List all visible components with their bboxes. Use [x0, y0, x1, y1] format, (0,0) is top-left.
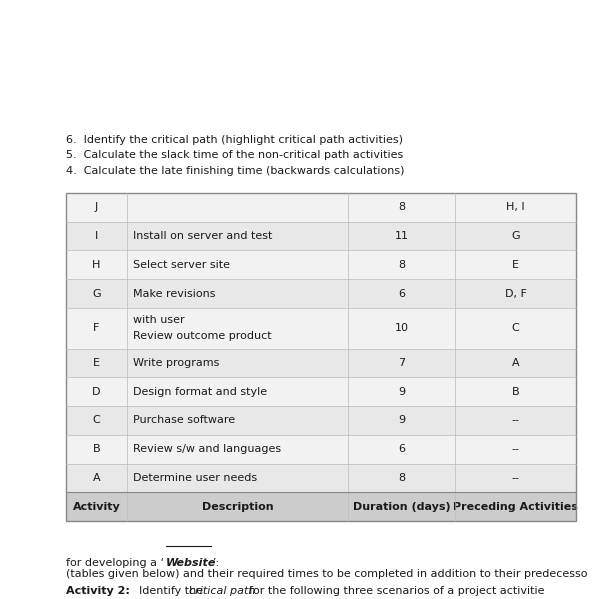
Bar — [66, 377, 576, 406]
Text: Identify the: Identify the — [139, 586, 206, 596]
Text: Description: Description — [202, 502, 273, 512]
Text: --: -- — [511, 473, 520, 483]
Bar — [66, 406, 576, 435]
Text: Activity: Activity — [73, 502, 120, 512]
Text: A: A — [512, 358, 519, 368]
Text: --: -- — [511, 444, 520, 454]
Bar — [66, 279, 576, 308]
Text: Write programs: Write programs — [133, 358, 219, 368]
Text: F: F — [93, 323, 100, 333]
Text: B: B — [93, 444, 101, 454]
Text: 9: 9 — [398, 416, 405, 425]
Bar — [66, 193, 576, 521]
Text: Activity 2:: Activity 2: — [66, 586, 130, 596]
Text: C: C — [512, 323, 519, 333]
Text: Select server site: Select server site — [133, 260, 230, 270]
Text: I: I — [95, 231, 98, 241]
Text: G: G — [92, 289, 101, 298]
Text: Website: Website — [166, 558, 216, 568]
Text: for developing a ‘: for developing a ‘ — [66, 558, 164, 568]
Text: 7: 7 — [398, 358, 405, 368]
Text: Make revisions: Make revisions — [133, 289, 216, 298]
Text: J: J — [95, 202, 98, 212]
Bar — [66, 349, 576, 377]
Text: 6: 6 — [398, 444, 405, 454]
Bar — [66, 193, 576, 222]
Text: Design format and style: Design format and style — [133, 387, 267, 397]
Text: A: A — [93, 473, 101, 483]
Text: Determine user needs: Determine user needs — [133, 473, 257, 483]
Text: E: E — [93, 358, 100, 368]
Bar — [66, 464, 576, 492]
Text: B: B — [512, 387, 519, 397]
Text: E: E — [512, 260, 519, 270]
Text: critical path: critical path — [189, 586, 256, 596]
Text: 5.  Calculate the slack time of the non-critical path activities: 5. Calculate the slack time of the non-c… — [66, 150, 403, 161]
Text: for the following three scenarios of a project activitie: for the following three scenarios of a p… — [249, 586, 545, 596]
Text: 4.  Calculate the late finishing time (backwards calculations): 4. Calculate the late finishing time (ba… — [66, 166, 405, 176]
Text: (tables given below) and their required times to be completed in addition to the: (tables given below) and their required … — [66, 569, 588, 579]
Text: 6: 6 — [398, 289, 405, 298]
Text: Install on server and test: Install on server and test — [133, 231, 272, 241]
Text: --: -- — [511, 416, 520, 425]
Text: 11: 11 — [395, 231, 408, 241]
Bar — [66, 435, 576, 464]
Text: 6.  Identify the critical path (highlight critical path activities): 6. Identify the critical path (highlight… — [66, 135, 403, 145]
Bar — [66, 222, 576, 250]
Bar — [66, 492, 576, 521]
Text: Review outcome product: Review outcome product — [133, 331, 272, 341]
Text: Duration (days): Duration (days) — [352, 502, 451, 512]
Text: C: C — [93, 416, 101, 425]
Text: Preceding Activities: Preceding Activities — [453, 502, 578, 512]
Text: 9: 9 — [398, 387, 405, 397]
Text: ’:: ’: — [212, 558, 219, 568]
Text: 8: 8 — [398, 260, 405, 270]
Bar — [66, 308, 576, 349]
Text: 10: 10 — [395, 323, 408, 333]
Bar — [66, 250, 576, 279]
Text: H, I: H, I — [506, 202, 525, 212]
Text: D: D — [93, 387, 101, 397]
Text: Purchase software: Purchase software — [133, 416, 235, 425]
Text: with user: with user — [133, 316, 185, 325]
Text: Review s/w and languages: Review s/w and languages — [133, 444, 281, 454]
Text: D, F: D, F — [504, 289, 527, 298]
Text: 8: 8 — [398, 202, 405, 212]
Text: G: G — [511, 231, 520, 241]
Text: 8: 8 — [398, 473, 405, 483]
Text: H: H — [93, 260, 101, 270]
